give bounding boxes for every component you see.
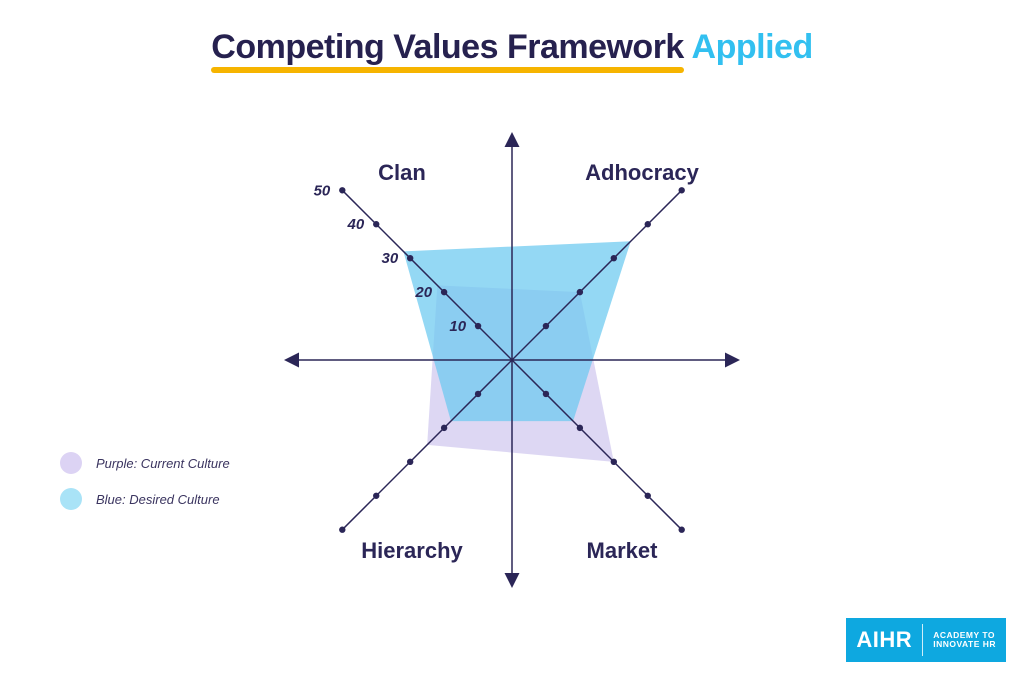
legend: Purple: Current Culture Blue: Desired Cu…: [60, 452, 230, 524]
tick-label-30: 30: [381, 250, 398, 267]
quad-market: Market: [587, 538, 659, 563]
legend-item-desired: Blue: Desired Culture: [60, 488, 230, 510]
legend-label-current: Purple: Current Culture: [96, 456, 230, 471]
radar-chart: 10 20 30 40 50 Clan Adhocracy Hierarchy Market: [0, 0, 1024, 680]
brand-logo: AIHR ACADEMY TO INNOVATE HR: [846, 618, 1006, 662]
legend-label-desired: Blue: Desired Culture: [96, 492, 220, 507]
tick-label-40: 40: [347, 216, 365, 233]
swatch-purple: [60, 452, 82, 474]
quad-hierarchy: Hierarchy: [361, 538, 463, 563]
tick-label-50: 50: [314, 182, 331, 199]
logo-mark: AIHR: [846, 618, 922, 662]
tick-label-10: 10: [449, 318, 466, 335]
quad-clan: Clan: [378, 160, 426, 185]
legend-item-current: Purple: Current Culture: [60, 452, 230, 474]
page: Competing Values Framework Applied 10203…: [0, 0, 1024, 680]
logo-line2: INNOVATE HR: [933, 640, 996, 649]
swatch-blue: [60, 488, 82, 510]
logo-tagline: ACADEMY TO INNOVATE HR: [923, 618, 1006, 662]
tick-label-20: 20: [414, 284, 432, 301]
quad-adhocracy: Adhocracy: [585, 160, 699, 185]
